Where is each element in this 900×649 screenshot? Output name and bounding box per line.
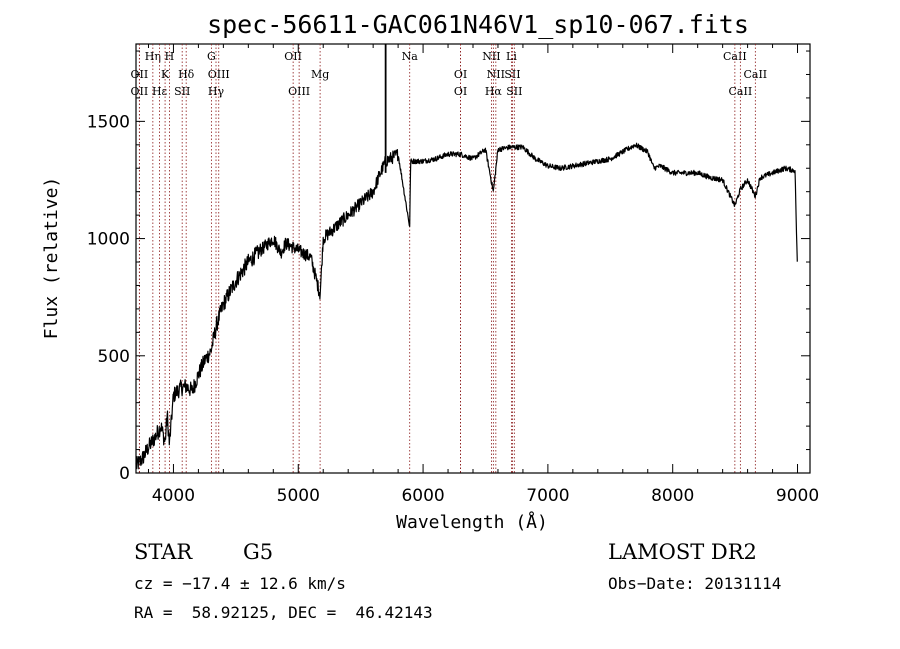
x-axis-label: Wavelength (Å) bbox=[396, 511, 548, 533]
line-label: G bbox=[207, 50, 216, 63]
line-label: Li bbox=[506, 50, 517, 63]
line-label: Na bbox=[402, 50, 419, 63]
axes: 4000 5000 6000 7000 8000 9000 0 500 1000 1500 bbox=[87, 44, 819, 506]
object-class: STAR bbox=[134, 540, 193, 564]
line-label: Hδ bbox=[178, 68, 195, 81]
y-axis-label: Flux (relative) bbox=[41, 177, 62, 340]
line-label: Hα bbox=[485, 85, 503, 98]
line-label: Mg bbox=[311, 68, 329, 81]
line-label: SII bbox=[504, 68, 520, 81]
chart-title: spec-56611-GAC061N46V1_sp10-067.fits bbox=[207, 10, 749, 39]
line-label: SII bbox=[174, 85, 190, 98]
y-tick-label: 500 bbox=[98, 347, 130, 367]
line-label: OI bbox=[454, 85, 467, 98]
x-tick-label: 7000 bbox=[526, 486, 569, 506]
line-label: NII bbox=[482, 50, 500, 63]
y-tick-label: 0 bbox=[119, 464, 130, 484]
line-label: CaII bbox=[723, 50, 747, 63]
line-label: CaII bbox=[729, 85, 753, 98]
line-label: SII bbox=[506, 85, 522, 98]
line-label: OII bbox=[284, 50, 302, 63]
line-label: OI bbox=[454, 68, 467, 81]
line-label: CaII bbox=[743, 68, 767, 81]
x-tick-label: 8000 bbox=[651, 486, 694, 506]
line-label: NII bbox=[487, 68, 505, 81]
obs-date-text: Obs−Date: 20131114 bbox=[608, 574, 782, 593]
y-tick-label: 1500 bbox=[87, 112, 130, 132]
redshift-text: cz = −17.4 ± 12.6 km/s bbox=[134, 574, 346, 593]
spectral-line-markers: OIIOIIHηHεHKSIIHδGOIIIHγOIIOIIIMgNaOIOIN… bbox=[131, 44, 767, 473]
line-label: OIII bbox=[208, 68, 230, 81]
y-tick-label: 1000 bbox=[87, 230, 130, 250]
spectrum-line bbox=[135, 142, 798, 470]
line-label: OII bbox=[131, 85, 149, 98]
line-label: OIII bbox=[288, 85, 310, 98]
x-tick-label: 5000 bbox=[277, 486, 320, 506]
plot-frame bbox=[135, 43, 811, 474]
object-subclass: G5 bbox=[243, 540, 274, 564]
line-label: K bbox=[161, 68, 170, 81]
coordinates-text: RA = 58.92125, DEC = 46.42143 bbox=[134, 603, 433, 622]
line-label: Hη bbox=[145, 50, 161, 63]
survey-label: LAMOST DR2 bbox=[608, 540, 757, 564]
x-tick-label: 4000 bbox=[152, 486, 195, 506]
line-label: H bbox=[165, 50, 175, 63]
x-tick-label: 6000 bbox=[401, 486, 444, 506]
x-tick-label: 9000 bbox=[776, 486, 819, 506]
line-label: Hγ bbox=[208, 85, 225, 98]
line-label: Hε bbox=[152, 85, 168, 98]
